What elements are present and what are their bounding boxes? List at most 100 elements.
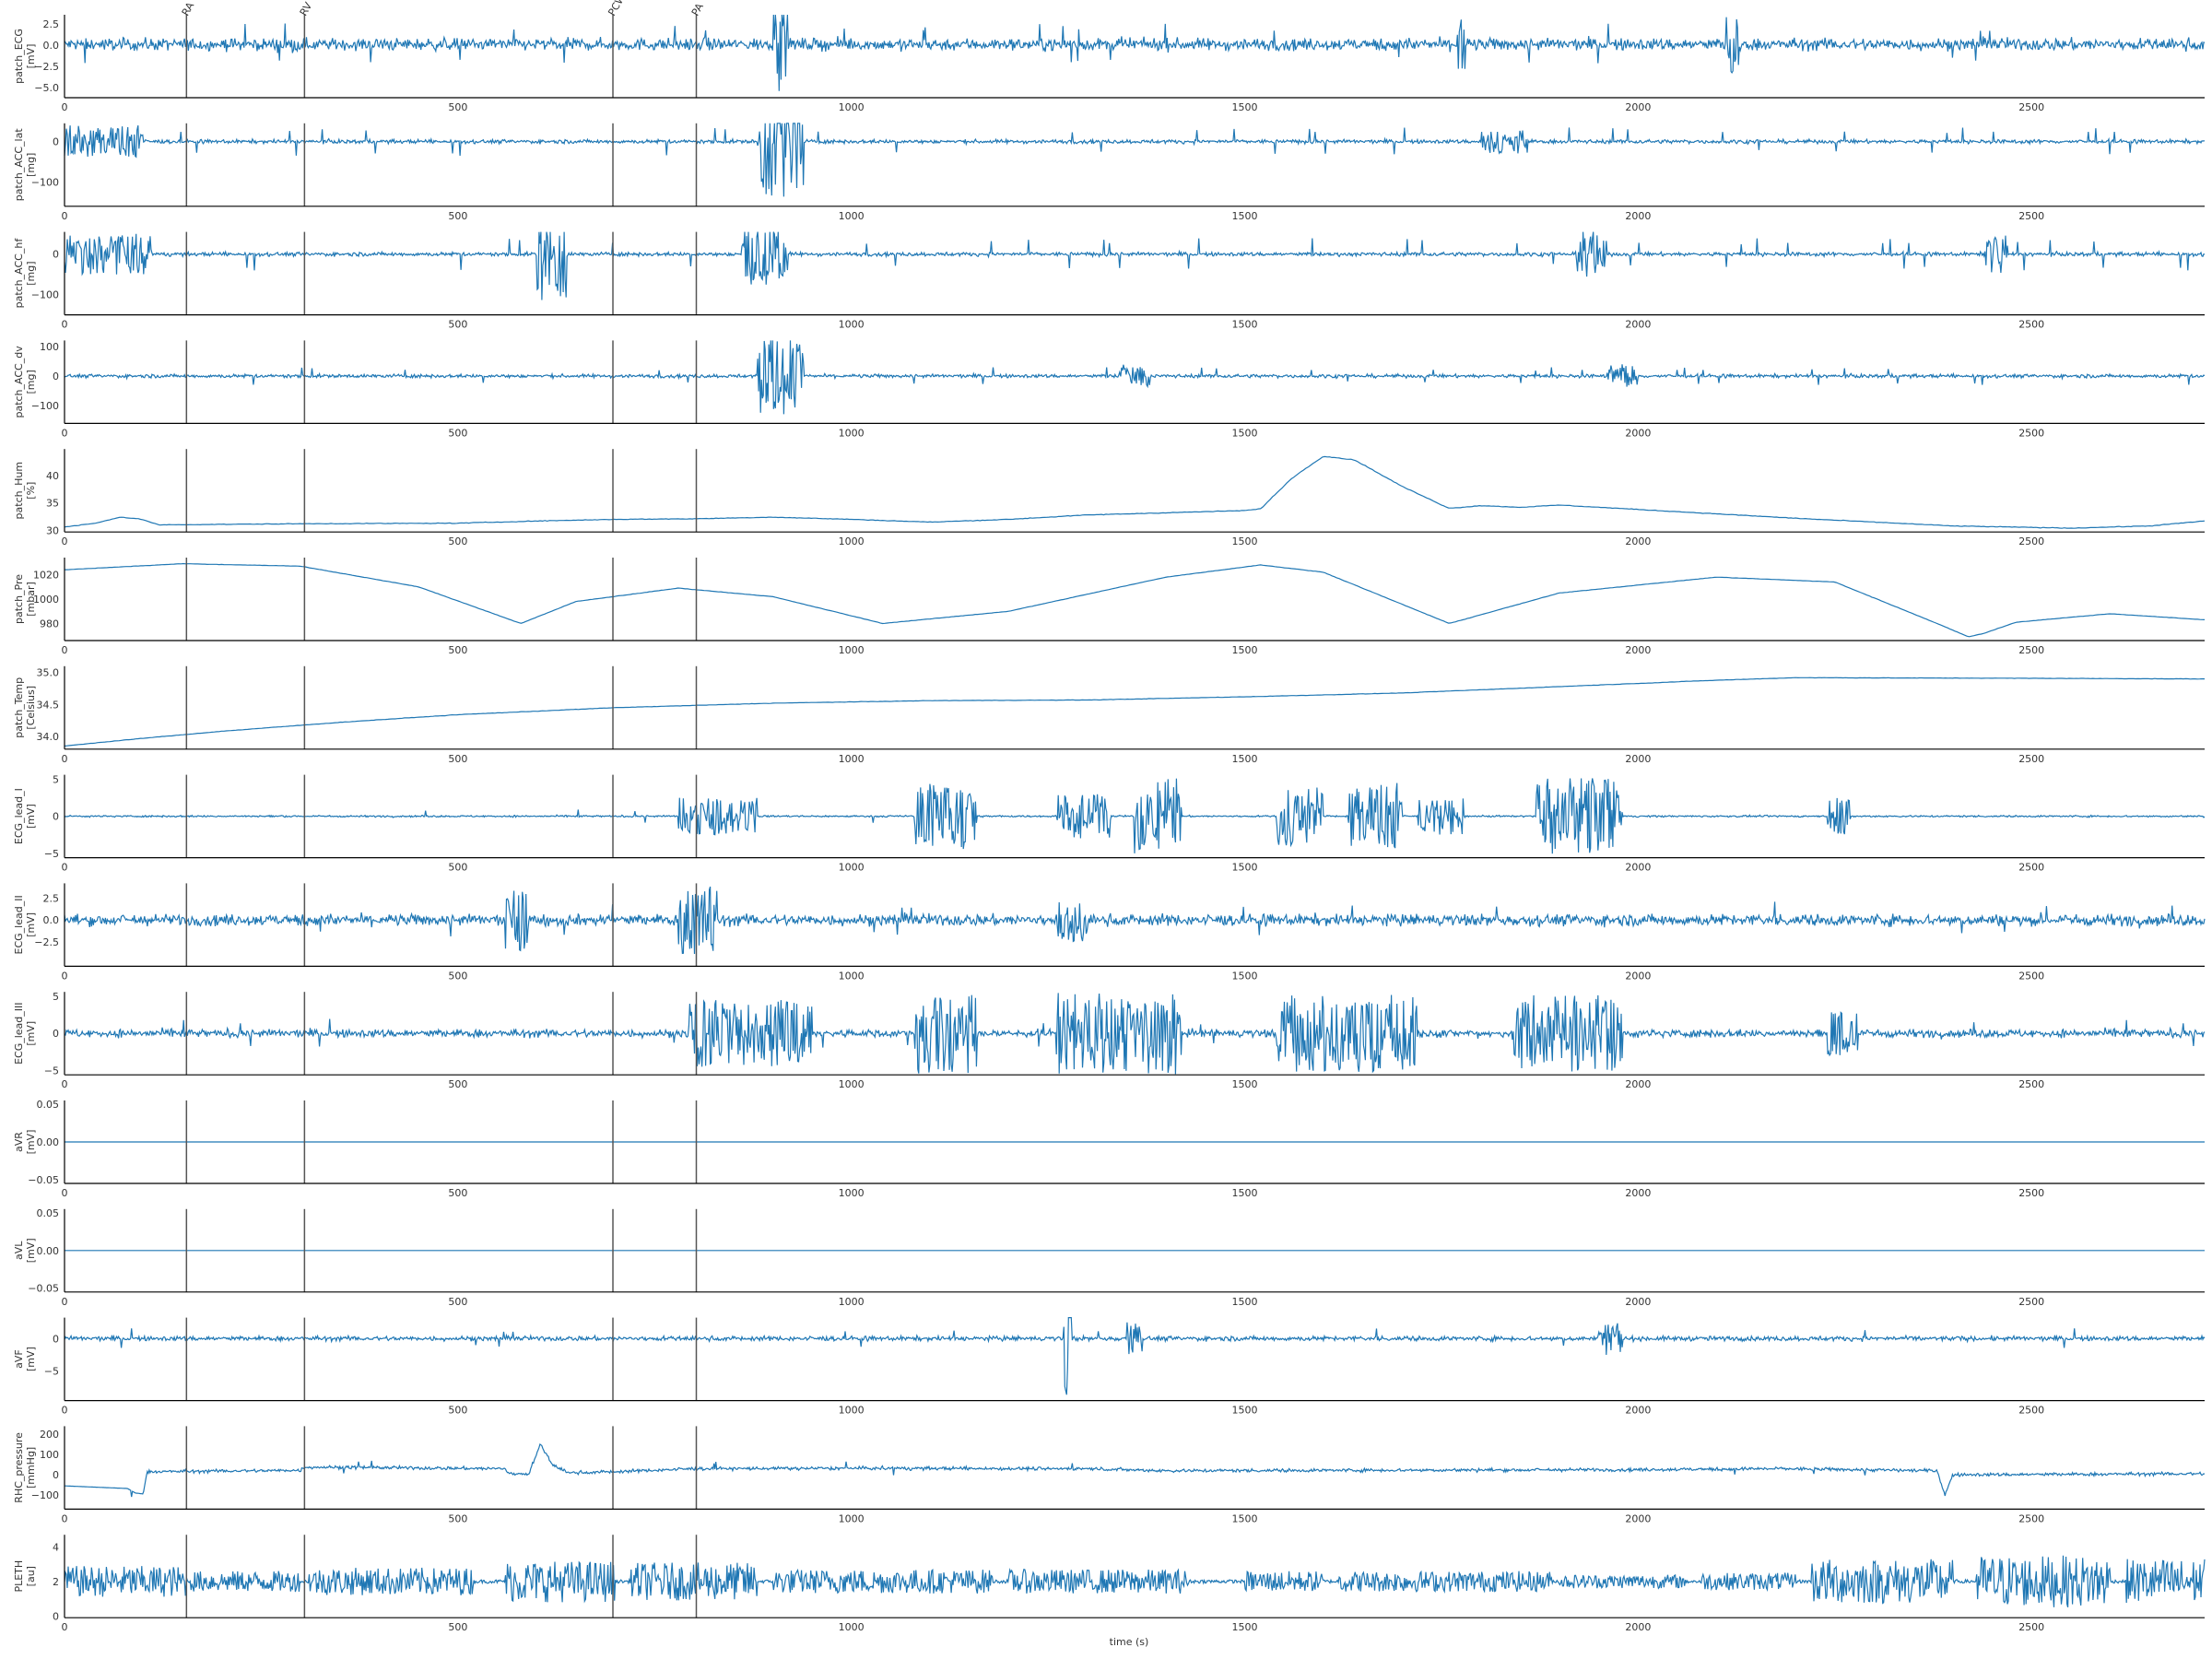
x-tick-label: 0 — [62, 319, 68, 331]
x-tick-label: 2000 — [1625, 535, 1651, 547]
y-tick-label: 0 — [53, 1610, 59, 1622]
x-tick-label: 500 — [448, 862, 467, 874]
x-tick-label: 0 — [62, 1405, 68, 1417]
y-axis-label-avl: aVL[mV] — [13, 1238, 37, 1263]
y-axis-label-line: ECG_lead_III — [13, 1002, 25, 1064]
x-tick-label: 1000 — [839, 319, 865, 331]
y-axis-label-patch_pre: patch_Pre[mbar] — [13, 574, 37, 624]
y-axis-label-line: aVR — [13, 1132, 25, 1152]
y-tick-label: −0.05 — [28, 1174, 59, 1186]
y-tick-label: −0.05 — [28, 1283, 59, 1295]
x-tick-label: 2500 — [2018, 1296, 2044, 1308]
x-tick-label: 0 — [62, 1296, 68, 1308]
y-tick-label: 0 — [53, 1028, 59, 1040]
x-tick-label: 2500 — [2018, 1078, 2044, 1090]
x-tick-label: 1000 — [839, 970, 865, 982]
y-axis-label-line: ECG_lead_I — [13, 788, 25, 844]
panel-pleth: 4 2 00 500 1000 1500 2000 2500 PLETH[au] — [13, 1535, 2206, 1633]
y-axis-label-line: [mV] — [25, 912, 37, 937]
y-axis-label-line: PLETH — [13, 1560, 25, 1593]
y-tick-label: −100 — [31, 289, 59, 301]
x-tick-label: 0 — [62, 1078, 68, 1090]
x-tick-label: 500 — [448, 210, 467, 222]
y-axis-label-line: [au] — [25, 1566, 37, 1586]
y-axis-label-line: [mV] — [25, 804, 37, 829]
x-tick-label: 2000 — [1625, 1405, 1651, 1417]
y-tick-label: 34.5 — [37, 699, 60, 711]
y-axis-label-line: RHC_pressure — [13, 1432, 25, 1503]
x-tick-label: 2500 — [2018, 101, 2044, 113]
x-tick-label: 1000 — [839, 101, 865, 113]
x-tick-label: 2500 — [2018, 644, 2044, 656]
x-tick-label: 2500 — [2018, 427, 2044, 439]
panel-avl: 0.05 0.00 −0.050 500 1000 1500 2000 2500 aVL[mV] — [13, 1207, 2205, 1308]
y-axis-label-line: aVF — [13, 1349, 25, 1369]
x-tick-label: 1500 — [1232, 101, 1258, 113]
y-axis-label-line: [mbar] — [25, 582, 37, 617]
y-tick-label: 200 — [40, 1429, 59, 1441]
y-tick-label: 5 — [53, 991, 59, 1003]
y-axis-label-line: [mV] — [25, 1021, 37, 1046]
y-axis-label-line: patch_ECG — [13, 29, 25, 84]
x-tick-label: 500 — [448, 970, 467, 982]
x-tick-label: 1000 — [839, 535, 865, 547]
x-tick-label: 2000 — [1625, 427, 1651, 439]
x-tick-label: 2500 — [2018, 1621, 2044, 1633]
x-tick-label: 500 — [448, 427, 467, 439]
series-line-patch_pre — [65, 562, 2206, 638]
y-tick-label: 0 — [53, 249, 59, 261]
y-tick-label: 5 — [53, 773, 59, 785]
y-tick-label: 980 — [40, 618, 59, 629]
y-tick-label: −5.0 — [34, 82, 59, 94]
series-line-ecg_lead_iii — [64, 993, 2206, 1075]
y-tick-label: 0 — [53, 1333, 59, 1345]
x-tick-label: 1000 — [839, 427, 865, 439]
x-tick-label: 0 — [62, 427, 68, 439]
y-axis-label-line: ECG_lead_II — [13, 895, 25, 954]
y-axis-label-line: [mg] — [25, 261, 37, 285]
y-tick-label: 2.5 — [43, 18, 60, 30]
y-tick-label: 1000 — [33, 594, 59, 606]
y-axis-label-line: [%] — [25, 482, 37, 500]
y-axis-label-line: patch_Hum — [13, 462, 25, 520]
event-label: RV — [298, 0, 315, 18]
x-tick-label: 2500 — [2018, 970, 2044, 982]
series-line-patch_acc_hf — [64, 231, 2206, 300]
x-tick-label: 1000 — [839, 1078, 865, 1090]
y-tick-label: 2 — [53, 1576, 59, 1588]
series-line-ecg_lead_i — [64, 778, 2206, 854]
y-axis-label-line: patch_ACC_hf — [13, 238, 25, 309]
y-axis-label-line: [mV] — [25, 44, 37, 69]
y-tick-label: 0 — [53, 136, 59, 148]
y-tick-label: −2.5 — [34, 936, 59, 948]
y-axis-label-line: aVL — [13, 1241, 25, 1260]
event-label: PA — [689, 1, 706, 18]
y-tick-label: 0.0 — [43, 914, 60, 926]
y-tick-label: −5 — [44, 1065, 59, 1077]
y-axis-label-patch_acc_hf: patch_ACC_hf[mg] — [13, 238, 37, 309]
y-tick-label: −2.5 — [34, 61, 59, 73]
x-tick-label: 2000 — [1625, 1187, 1651, 1199]
panel-avr: 0.05 0.00 −0.050 500 1000 1500 2000 2500 aVR[mV] — [13, 1099, 2205, 1199]
y-tick-label: 2.5 — [43, 893, 60, 905]
series-line-rhc_pressure — [65, 1443, 2206, 1498]
y-axis-label-line: [mg] — [25, 370, 37, 394]
x-tick-label: 500 — [448, 1078, 467, 1090]
x-tick-label: 2500 — [2018, 1512, 2044, 1524]
y-tick-label: 35.0 — [37, 667, 60, 679]
x-tick-label: 2500 — [2018, 753, 2044, 765]
y-tick-label: 0.05 — [37, 1207, 60, 1219]
y-axis-label-avf: aVF[mV] — [13, 1347, 37, 1371]
y-tick-label: 1020 — [33, 570, 59, 582]
y-tick-label: −5 — [44, 1366, 59, 1378]
y-axis-label-pleth: PLETH[au] — [13, 1560, 37, 1593]
y-axis-label-patch_hum: patch_Hum[%] — [13, 462, 37, 520]
x-tick-label: 1000 — [839, 1405, 865, 1417]
x-tick-label: 2500 — [2018, 210, 2044, 222]
y-axis-label-ecg_lead_i: ECG_lead_I[mV] — [13, 788, 37, 844]
x-tick-label: 2500 — [2018, 862, 2044, 874]
y-axis-label-patch_acc_lat: patch_ACC_lat[mg] — [13, 128, 37, 202]
panel-patch_hum: 40 35 300 500 1000 1500 2000 2500 patch_Hum[%] — [13, 449, 2206, 547]
